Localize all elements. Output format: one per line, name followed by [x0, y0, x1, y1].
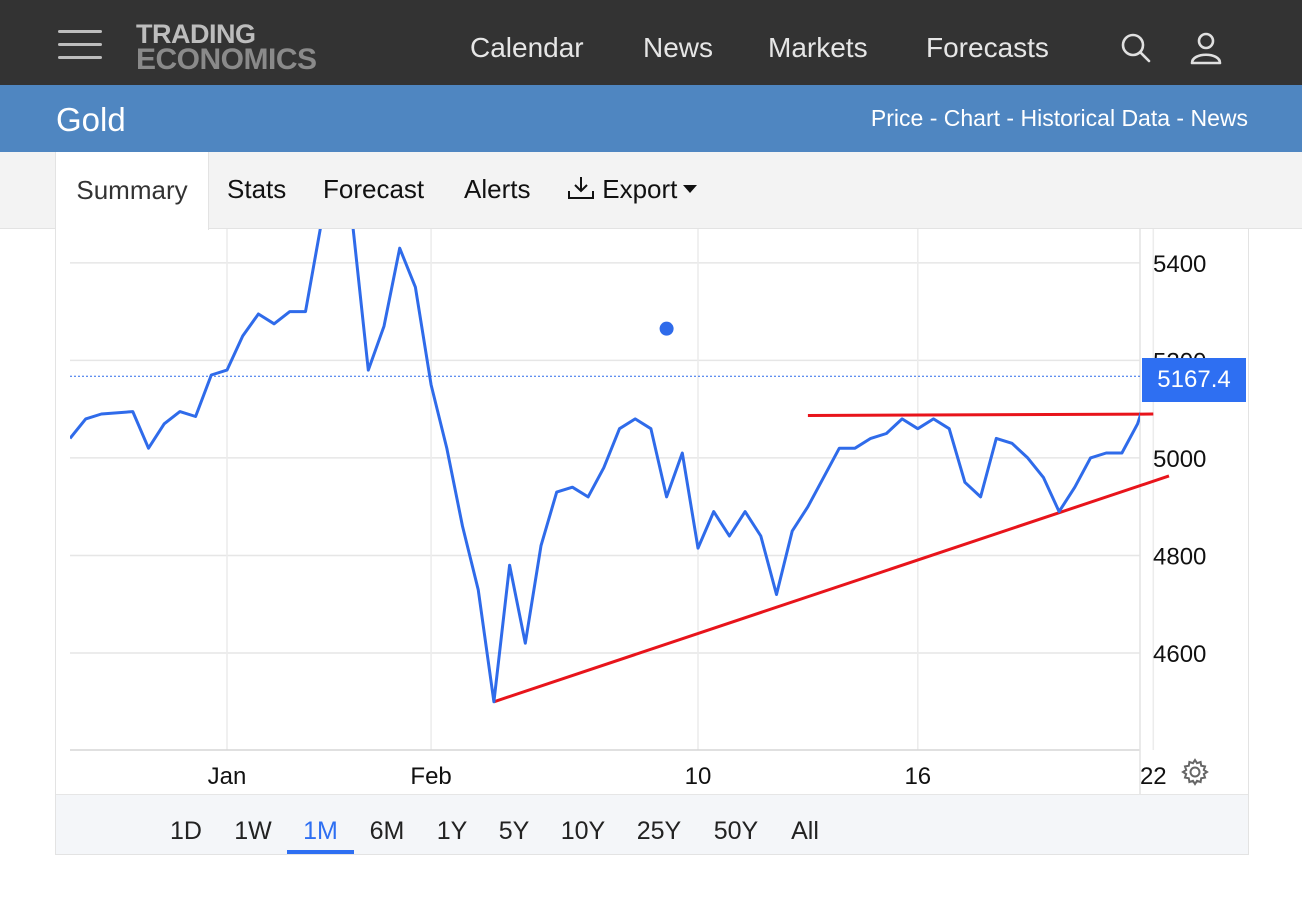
- price-chart[interactable]: 54005200500048004600JanFeb101622: [0, 229, 1302, 794]
- range-1w[interactable]: 1W: [234, 817, 272, 845]
- y-tick-label: 5400: [1153, 251, 1206, 278]
- x-tick-label: 22: [1140, 763, 1167, 790]
- tab-bar: Summary Stats Forecast Alerts Export: [0, 152, 1302, 230]
- trendline-resistance: [807, 412, 1154, 417]
- range-10y[interactable]: 10Y: [560, 817, 606, 845]
- page-title: Gold: [56, 101, 126, 138]
- x-tick-label: Jan: [208, 763, 247, 790]
- link-separator: -: [1170, 105, 1191, 131]
- instrument-links: Price - Chart - Historical Data - News: [871, 105, 1248, 132]
- x-tick-label: 10: [685, 763, 712, 790]
- range-1m[interactable]: 1M: [303, 817, 338, 845]
- link-separator: -: [923, 105, 944, 131]
- tab-summary[interactable]: Summary: [55, 152, 209, 230]
- tab-export[interactable]: Export: [567, 174, 698, 205]
- link-news[interactable]: News: [1190, 105, 1248, 131]
- link-price[interactable]: Price: [870, 105, 924, 131]
- range-selector: 1D 1W 1M 6M 1Y 5Y 10Y 25Y 50Y All: [56, 794, 1248, 854]
- gold-price-series: [70, 229, 1140, 704]
- y-tick-label: 4600: [1153, 641, 1206, 668]
- nav-forecasts[interactable]: Forecasts: [926, 32, 1049, 63]
- series-marker-point: [659, 321, 674, 336]
- user-icon[interactable]: [1188, 30, 1224, 66]
- chart-card: [55, 229, 1249, 855]
- site-logo[interactable]: TRADING ECONOMICS: [136, 19, 317, 76]
- x-tick-label: 16: [904, 763, 931, 790]
- link-chart[interactable]: Chart: [943, 105, 1001, 131]
- range-6m[interactable]: 6M: [369, 817, 405, 845]
- logo-line2: ECONOMICS: [136, 43, 317, 76]
- link-historical-data[interactable]: Historical Data: [1020, 105, 1171, 131]
- link-separator: -: [1000, 105, 1021, 131]
- range-5y[interactable]: 5Y: [498, 817, 530, 845]
- x-tick-label: Feb: [410, 763, 451, 790]
- top-navigation-bar: TRADING ECONOMICS Calendar News Markets …: [0, 0, 1302, 85]
- menu-icon[interactable]: [58, 28, 102, 62]
- export-label: Export: [602, 174, 678, 204]
- range-1d[interactable]: 1D: [170, 817, 202, 845]
- chevron-down-icon: [683, 185, 698, 194]
- tab-stats[interactable]: Stats: [227, 174, 287, 204]
- y-tick-label: 4800: [1153, 543, 1206, 570]
- tab-forecast[interactable]: Forecast: [323, 174, 425, 204]
- range-1y[interactable]: 1Y: [436, 817, 468, 845]
- range-25y[interactable]: 25Y: [636, 817, 682, 845]
- search-icon[interactable]: [1118, 30, 1154, 66]
- nav-news[interactable]: News: [643, 32, 714, 63]
- range-50y[interactable]: 50Y: [713, 817, 759, 845]
- instrument-header: Gold Price - Chart - Historical Data - N…: [0, 85, 1302, 152]
- logo-line1: TRADING: [136, 19, 256, 49]
- nav-calendar[interactable]: Calendar: [470, 32, 584, 63]
- gear-icon[interactable]: [1180, 757, 1210, 787]
- y-tick-label: 5000: [1153, 446, 1206, 473]
- nav-markets[interactable]: Markets: [768, 32, 868, 63]
- range-all[interactable]: All: [791, 817, 819, 845]
- trendline-support: [493, 474, 1170, 704]
- last-price-tag: 5167.4: [1142, 358, 1246, 402]
- tab-alerts[interactable]: Alerts: [464, 174, 531, 204]
- active-range-indicator: [287, 850, 354, 854]
- download-icon: [568, 177, 594, 199]
